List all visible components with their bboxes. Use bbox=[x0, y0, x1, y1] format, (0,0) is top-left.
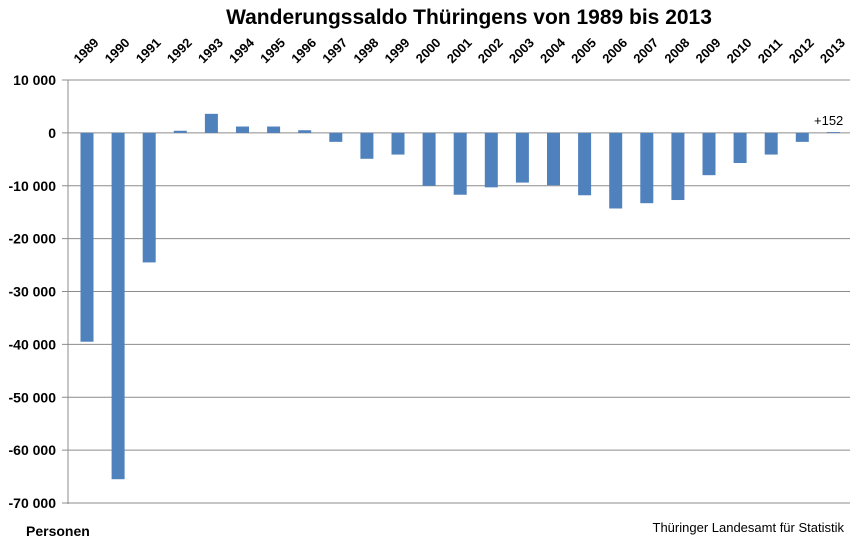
x-tick-label: 1995 bbox=[257, 35, 288, 66]
x-tick-label: 2005 bbox=[568, 35, 599, 66]
y-axis-label: Personen bbox=[26, 523, 90, 539]
chart-title: Wanderungssaldo Thüringens von 1989 bis … bbox=[226, 6, 712, 29]
x-tick-label: 1992 bbox=[164, 35, 195, 66]
x-tick-label: 2000 bbox=[413, 35, 444, 66]
x-axis-ticks: 1989 1990 1991 1992 1993 1994 1995 1996 1997 1998… bbox=[71, 35, 848, 67]
x-tick-label: 1998 bbox=[350, 35, 381, 66]
bars bbox=[80, 113, 840, 480]
bar-2007 bbox=[640, 132, 654, 204]
y-tick-label: -10 000 bbox=[9, 178, 57, 194]
bar-2000 bbox=[422, 132, 436, 186]
bar-2008 bbox=[671, 132, 685, 201]
y-tick-label: -30 000 bbox=[9, 284, 57, 300]
bar-2002 bbox=[484, 132, 498, 188]
x-tick-label: 1999 bbox=[382, 35, 413, 66]
bar-2013 bbox=[826, 132, 840, 133]
bar-1998 bbox=[360, 132, 374, 159]
bar-1989 bbox=[80, 132, 94, 342]
bar-2004 bbox=[547, 132, 560, 186]
x-tick-label: 2006 bbox=[599, 35, 630, 66]
x-tick-label: 1993 bbox=[195, 35, 226, 66]
x-tick-label: 2009 bbox=[693, 35, 724, 66]
x-tick-label: 1991 bbox=[133, 35, 164, 66]
bar-2005 bbox=[578, 132, 592, 196]
bar-1999 bbox=[391, 132, 405, 155]
y-tick-label: 0 bbox=[48, 125, 56, 141]
bar-1993 bbox=[204, 113, 218, 133]
bar-2003 bbox=[515, 132, 529, 183]
x-tick-label: 1994 bbox=[226, 35, 258, 67]
bar-1991 bbox=[142, 132, 156, 263]
bar-2006 bbox=[609, 132, 623, 209]
bar-2011 bbox=[764, 132, 778, 155]
y-tick-label: -20 000 bbox=[9, 231, 57, 247]
x-tick-label: 1997 bbox=[319, 35, 350, 66]
x-tick-label: 2004 bbox=[537, 35, 569, 67]
y-tick-label: -60 000 bbox=[9, 442, 57, 458]
x-tick-label: 2008 bbox=[661, 35, 692, 66]
x-tick-label: 2002 bbox=[475, 35, 506, 66]
x-tick-label: 1996 bbox=[288, 35, 319, 66]
y-tick-label: 10 000 bbox=[13, 72, 56, 88]
y-tick-label: -40 000 bbox=[9, 336, 57, 352]
source-note: Thüringer Landesamt für Statistik bbox=[653, 520, 845, 535]
bar-1994 bbox=[236, 126, 249, 133]
x-tick-label: 2003 bbox=[506, 35, 537, 66]
x-tick-label: 2011 bbox=[755, 36, 786, 67]
x-tick-label: 1990 bbox=[102, 35, 133, 66]
y-tick-label: -70 000 bbox=[9, 495, 57, 511]
x-tick-label: 1989 bbox=[71, 35, 102, 66]
bar-1990 bbox=[111, 132, 125, 480]
gridlines bbox=[62, 79, 850, 504]
y-tick-label: -50 000 bbox=[9, 389, 57, 405]
x-tick-label: 2012 bbox=[786, 35, 817, 66]
bar-2012 bbox=[795, 132, 809, 142]
bar-1996 bbox=[298, 130, 312, 133]
bar-2010 bbox=[733, 132, 747, 164]
bar-1992 bbox=[173, 130, 187, 133]
x-tick-label: 2013 bbox=[817, 35, 848, 66]
bar-1997 bbox=[329, 132, 343, 142]
y-axis-ticks: 10 000 0 -10 000 -20 000 -30 000 -40 000 -50 0… bbox=[9, 72, 57, 511]
x-tick-label: 2010 bbox=[724, 35, 755, 66]
annotation-label: +152 bbox=[814, 113, 843, 128]
bar-1995 bbox=[267, 126, 281, 133]
bar-2009 bbox=[702, 132, 716, 176]
x-tick-label: 2007 bbox=[630, 35, 661, 66]
x-tick-label: 2001 bbox=[444, 35, 475, 66]
bar-2001 bbox=[453, 132, 467, 195]
